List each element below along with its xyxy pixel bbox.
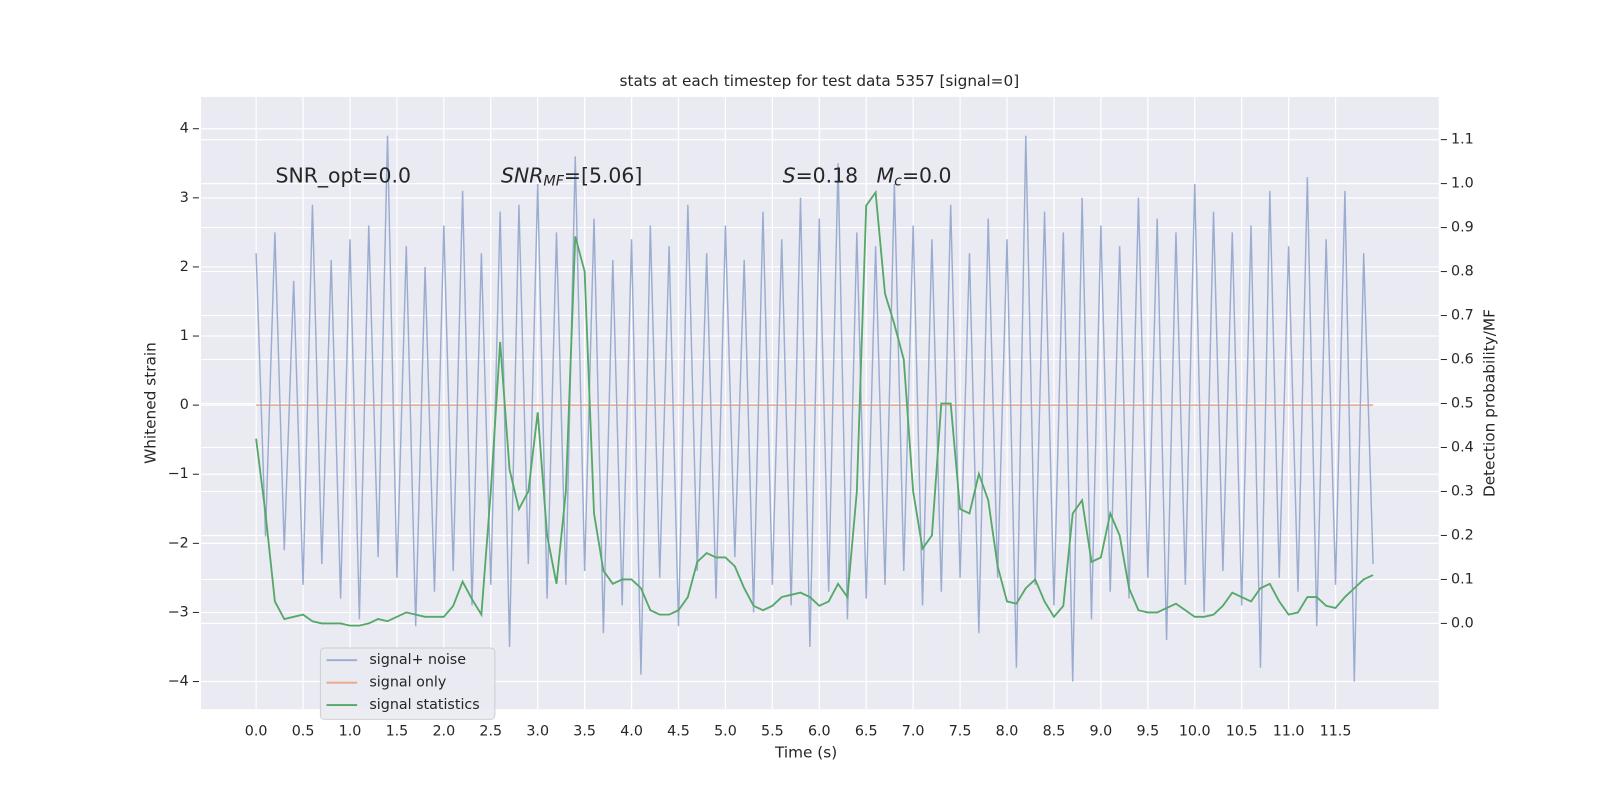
y2-axis-label: Detection probability/MF [1480, 309, 1498, 497]
x-axis-label: Time (s) [774, 744, 837, 762]
y-tick-label: 0 [180, 397, 189, 413]
legend-box [319, 647, 496, 720]
y2-tick-label: 0.2 [1451, 527, 1474, 543]
annotation: SNRMF=[5.06] [501, 164, 642, 190]
x-tick-label: 3.0 [526, 724, 549, 740]
series-line [255, 135, 1374, 682]
x-tick-label: 1.5 [386, 724, 409, 740]
x-tick-label: 11.0 [1273, 724, 1305, 740]
annotation-sub: c [894, 174, 902, 190]
x-tick-label: 10.0 [1179, 724, 1211, 740]
annotation-base: SNR [501, 164, 543, 188]
y2-tick-label: 0.0 [1451, 615, 1474, 631]
y2-tick-label: 1.1 [1451, 132, 1474, 148]
x-tick-label: 0.5 [292, 724, 315, 740]
legend: signal+ noise signal only signal statistic… [319, 647, 496, 720]
y2-tick-label: 1.0 [1451, 176, 1474, 192]
y-tick-label: −4 [168, 674, 189, 690]
x-tick-label: 2.0 [432, 724, 455, 740]
legend-label: signal statistics [369, 697, 479, 713]
y2-tick-label: 0.8 [1451, 264, 1474, 280]
chart-title: stats at each timestep for test data 535… [620, 72, 1020, 90]
y2-tick-label: 0.6 [1451, 352, 1474, 368]
y-tick-label: 2 [180, 259, 189, 275]
y-tick-label: −3 [168, 604, 189, 620]
y-tick-label: −1 [168, 466, 189, 482]
x-tick-label: 6.0 [808, 724, 831, 740]
y2-tick-label: 0.4 [1451, 439, 1474, 455]
annotation: S=0.18 [783, 164, 858, 188]
x-tick-label: 7.0 [902, 724, 925, 740]
x-tick-label: 3.5 [573, 724, 596, 740]
x-tick-label: 11.5 [1320, 724, 1352, 740]
y2-tick-label: 0.9 [1451, 220, 1474, 236]
x-tick-label: 4.5 [667, 724, 690, 740]
y-tick-label: 4 [180, 121, 189, 137]
x-tick-label: 0.0 [245, 724, 268, 740]
x-tick-label: 5.5 [761, 724, 784, 740]
x-tick-label: 1.0 [339, 724, 362, 740]
y-tick-label: −2 [168, 535, 189, 551]
annotation-tail: =0.18 [796, 164, 859, 188]
y-tick-label: 3 [180, 190, 189, 206]
annotation: Mc=0.0 [877, 164, 952, 190]
y2-tick-label: 0.5 [1451, 396, 1474, 412]
marks [255, 135, 1374, 682]
x-tick-label: 5.0 [714, 724, 737, 740]
y-tick-label: 1 [180, 328, 189, 344]
y2-tick-label: 0.1 [1451, 571, 1474, 587]
series-line [255, 189, 1374, 627]
x-tick-label: 4.0 [620, 724, 643, 740]
y2-tick-label: 0.7 [1451, 308, 1474, 324]
y2-tick-label: 0.3 [1451, 483, 1474, 499]
annotation-base: SNR_opt=0.0 [276, 164, 412, 189]
y-axis-label: Whitened strain [142, 342, 160, 464]
x-tick-label: 8.5 [1043, 724, 1066, 740]
x-tick-label: 6.5 [855, 724, 878, 740]
annotation-tail: =[5.06] [564, 164, 642, 188]
annotation-tail: =0.0 [902, 164, 952, 188]
x-tick-label: 8.0 [996, 724, 1019, 740]
x-tick-label: 9.0 [1090, 724, 1113, 740]
legend-label: signal+ noise [369, 652, 466, 668]
labels: 0.0 0.5 1.0 1.5 2.0 2.5 3.0 3.5 4.0 4.5 5.0 5.5 6.0 6… [168, 121, 1474, 740]
x-tick-label: 9.5 [1136, 724, 1159, 740]
grid [201, 96, 1439, 710]
x-tick-label: 2.5 [479, 724, 502, 740]
annotation-sub: MF [543, 174, 564, 190]
x-tick-label: 10.5 [1226, 724, 1258, 740]
annotation: SNR_opt=0.0 [276, 164, 412, 189]
x-tick-label: 7.5 [949, 724, 972, 740]
legend-label: signal only [369, 675, 446, 691]
annotation-base: S [783, 164, 796, 188]
annotation-base: M [877, 164, 895, 188]
